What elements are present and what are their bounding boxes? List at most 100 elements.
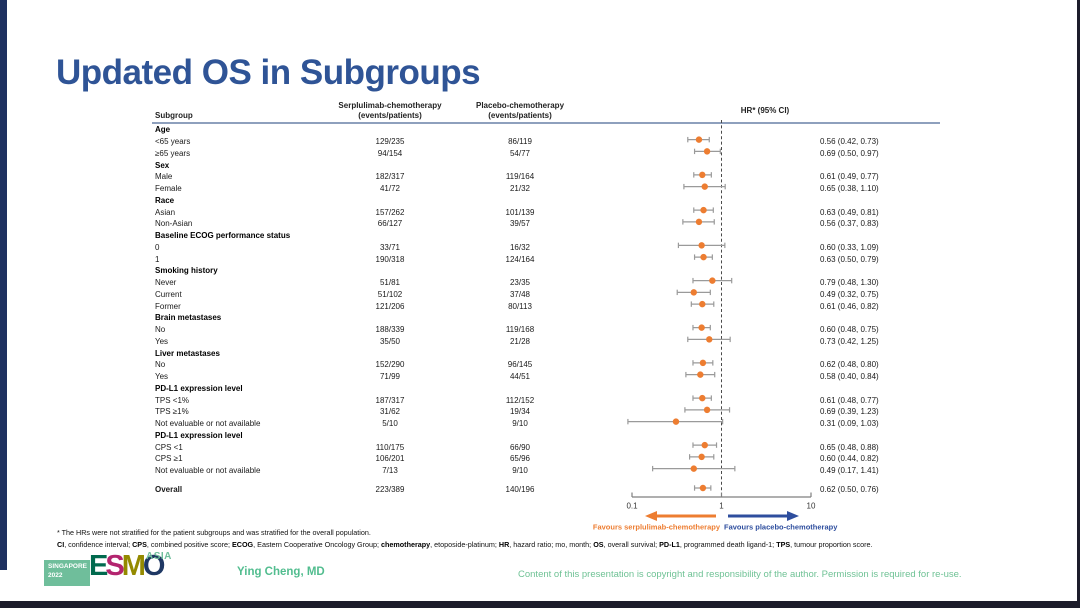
table-row: ≥65 years 94/154 54/77 0.69 (0.50, 0.97) — [152, 148, 940, 160]
hr-ci-value: 0.60 (0.44, 0.82) — [820, 454, 879, 464]
serplulimab-value: 190/318 — [375, 254, 405, 264]
table-row-group: Age — [152, 124, 940, 136]
forest-rows: Age <65 years 129/235 86/119 0.56 (0.42, 0.7… — [152, 124, 940, 495]
table-row-group: PD-L1 expression level — [152, 430, 940, 442]
hr-ci-value: 0.79 (0.48, 1.30) — [820, 278, 879, 288]
hr-ci-value: 0.61 (0.49, 0.77) — [820, 172, 879, 182]
hr-ci-value: 0.60 (0.33, 1.09) — [820, 242, 879, 252]
table-row-group: Brain metastases — [152, 312, 940, 324]
serplulimab-value: 110/175 — [375, 442, 405, 452]
group-label: Sex — [155, 160, 170, 170]
abbreviation-definition: , programmed death ligand-1; — [679, 540, 777, 549]
table-row: No 152/290 96/145 0.62 (0.48, 0.80) — [152, 359, 940, 371]
esmo-logo-letter: M — [121, 550, 146, 582]
serplulimab-value: 187/317 — [375, 395, 405, 405]
esmo-logo-letter: S — [105, 550, 124, 582]
serplulimab-value: 223/389 — [375, 484, 405, 494]
placebo-value: 65/96 — [509, 454, 531, 464]
footnote-stratification: * The HRs were not stratified for the pa… — [57, 528, 371, 537]
left-accent-bar — [0, 0, 7, 570]
group-label: Brain metastases — [155, 313, 222, 323]
table-row: Yes 35/50 21/28 0.73 (0.42, 1.25) — [152, 336, 940, 348]
placebo-value: 96/145 — [507, 360, 533, 370]
table-row: Female 41/72 21/32 0.65 (0.38, 1.10) — [152, 183, 940, 195]
hr-ci-value: 0.65 (0.38, 1.10) — [820, 184, 879, 194]
table-row-group: Sex — [152, 159, 940, 171]
hr-ci-value: 0.61 (0.48, 0.77) — [820, 395, 879, 405]
placebo-value: 21/28 — [509, 336, 531, 346]
abbreviation-term: HR — [498, 540, 510, 549]
column-header-serplulimab: Serplulimab-chemotherapy (events/patient… — [330, 101, 450, 122]
abbreviation-definition: , hazard ratio; mo, month; — [509, 540, 594, 549]
favours-left-arrow-head — [645, 511, 657, 521]
placebo-value: 23/35 — [509, 278, 531, 288]
table-row: 0 33/71 16/32 0.60 (0.33, 1.09) — [152, 242, 940, 254]
subgroup-label: Yes — [155, 372, 169, 382]
placebo-value: 86/119 — [508, 137, 532, 147]
placebo-value: 101/139 — [505, 207, 535, 217]
table-row: CPS ≥1 106/201 65/96 0.60 (0.44, 0.82) — [152, 453, 940, 465]
table-row: CPS <1 110/175 66/90 0.65 (0.48, 0.88) — [152, 441, 940, 453]
column-header-subgroup: Subgroup — [155, 111, 193, 120]
abbreviation-term: CI — [57, 540, 65, 549]
table-row: Not evaluable or not available 7/13 9/10 0.… — [152, 465, 940, 477]
placebo-value: 124/164 — [505, 254, 535, 264]
hr-ci-value: 0.60 (0.48, 0.75) — [820, 325, 879, 335]
subgroup-label: Former — [155, 301, 181, 311]
subgroup-label: Not evaluable or not available — [155, 466, 261, 476]
subgroup-label: Never — [155, 278, 177, 288]
table-row: Current 51/102 37/48 0.49 (0.32, 0.75) — [152, 289, 940, 301]
hr-ci-value: 0.63 (0.49, 0.81) — [820, 207, 879, 217]
placebo-value: 44/51 — [509, 372, 531, 382]
placebo-value: 119/168 — [505, 325, 535, 335]
table-row-group: Liver metastases — [152, 347, 940, 359]
bottom-frame-strip — [0, 601, 1080, 608]
subgroup-label: TPS ≥1% — [155, 407, 189, 417]
copyright-notice: Content of this presentation is copyrigh… — [518, 569, 962, 580]
hr-ci-value: 0.63 (0.50, 0.79) — [820, 254, 879, 264]
placebo-value: 37/48 — [509, 289, 531, 299]
favours-right-label: Favours placebo-chemotherapy — [724, 523, 838, 532]
serplulimab-value: 41/72 — [379, 184, 401, 194]
subgroup-label: Female — [155, 184, 182, 194]
table-row: Never 51/81 23/35 0.79 (0.48, 1.30) — [152, 277, 940, 289]
table-row: Overall 223/389 140/196 0.62 (0.50, 0.76) — [152, 484, 940, 496]
serplulimab-value: 182/317 — [375, 172, 405, 182]
abbreviation-term: PD-L1 — [659, 540, 680, 549]
esmo-logo-letter: O — [142, 550, 165, 582]
hr-ci-value: 0.73 (0.42, 1.25) — [820, 336, 879, 346]
hr-ci-value: 0.69 (0.39, 1.23) — [820, 407, 879, 417]
subgroup-label: 0 — [155, 242, 160, 252]
table-row: TPS <1% 187/317 112/152 0.61 (0.48, 0.77) — [152, 394, 940, 406]
badge-line1: SINGAPORE — [48, 563, 88, 570]
subgroup-label: No — [155, 325, 166, 335]
subgroup-label: Asian — [155, 207, 176, 217]
abbreviation-definition: , etoposide-platinum; — [430, 540, 499, 549]
group-label: Baseline ECOG performance status — [155, 231, 291, 241]
esmo-singapore-2022-badge: SINGAPORE 2022 — [44, 560, 90, 586]
forest-table: Subgroup Serplulimab-chemotherapy (event… — [152, 95, 940, 495]
placebo-value: 19/34 — [509, 407, 531, 417]
hr-ci-value: 0.65 (0.48, 0.88) — [820, 442, 879, 452]
column-header-placebo-line1: Placebo-chemotherapy — [475, 101, 565, 111]
abbreviation-definition: , confidence interval; — [64, 540, 133, 549]
group-label: Age — [155, 125, 171, 135]
subgroup-label: Overall — [155, 484, 183, 494]
serplulimab-value: 94/154 — [377, 148, 403, 158]
subgroup-label: CPS <1 — [155, 442, 183, 452]
table-row: Not evaluable or not available 5/10 9/10 0.… — [152, 418, 940, 430]
abbreviation-definition: , overall survival; — [603, 540, 660, 549]
serplulimab-value: 152/290 — [375, 360, 405, 370]
subgroup-label: ≥65 years — [155, 148, 191, 158]
placebo-value: 16/32 — [509, 242, 531, 252]
abbreviation-term: OS — [593, 540, 604, 549]
serplulimab-value: 157/262 — [375, 207, 405, 217]
hr-ci-value: 0.61 (0.46, 0.82) — [820, 301, 879, 311]
placebo-value: 39/57 — [509, 219, 531, 229]
column-header-serplulimab-line2: (events/patients) — [358, 110, 422, 120]
placebo-value: 80/113 — [508, 301, 532, 311]
serplulimab-value: 51/81 — [379, 278, 401, 288]
x-axis-tick-label: 10 — [807, 502, 816, 511]
abbreviation-term: TPS — [776, 540, 791, 549]
